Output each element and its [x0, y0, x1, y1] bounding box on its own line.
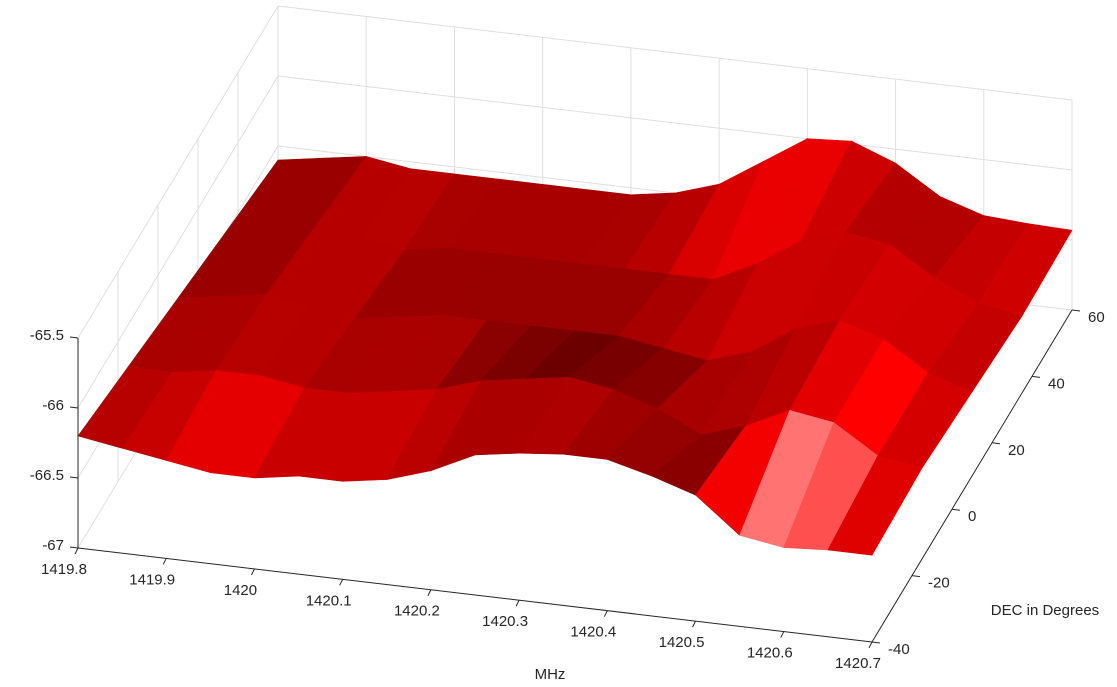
x-axis — [77, 547, 873, 643]
y-tick-label: 60 — [1088, 309, 1105, 326]
x-tick — [250, 568, 255, 576]
x-tick — [339, 579, 344, 586]
y-tick — [951, 508, 961, 511]
z-tick — [69, 546, 79, 549]
grid-line — [277, 5, 1073, 101]
x-tick-label: 1420 — [224, 582, 257, 599]
grid-line — [277, 75, 1073, 171]
y-tick — [1071, 309, 1081, 312]
x-tick — [780, 631, 785, 638]
surface — [77, 138, 1073, 556]
x-tick — [868, 641, 873, 649]
y-tick-label: 0 — [968, 508, 976, 525]
x-tick-label: 1420.1 — [306, 592, 352, 609]
x-tick — [692, 620, 697, 628]
y-tick-label: 20 — [1008, 442, 1025, 459]
y-tick-label: -20 — [928, 575, 950, 592]
grid-line — [77, 75, 279, 409]
y-tick — [1031, 375, 1041, 378]
z-tick-label: -65.5 — [30, 327, 64, 344]
grid-line — [77, 5, 279, 339]
z-tick-label: -66.5 — [30, 467, 64, 484]
y-tick-label: -40 — [888, 641, 910, 658]
z-tick-label: -67 — [42, 537, 64, 554]
z-tick — [69, 406, 79, 409]
x-tick-label: 1419.8 — [41, 561, 87, 578]
x-tick — [162, 558, 167, 565]
y-axis — [871, 309, 1073, 643]
x-tick-label: 1419.9 — [129, 571, 175, 588]
x-tick-label: 1420.6 — [747, 645, 793, 662]
y-tick — [871, 641, 881, 644]
x-tick-label: 1420.7 — [835, 655, 881, 672]
x-tick — [603, 610, 608, 617]
axes: 1419.8 1419.9 1420 1420.1 1420.2 1420.3 1420.4… — [30, 309, 1105, 672]
surface-patch — [827, 455, 923, 556]
x-tick-label: 1420.3 — [482, 613, 528, 630]
x-tick-label: 1420.5 — [659, 634, 705, 651]
z-tick-label: -66 — [42, 397, 64, 414]
y-axis-label: DEC in Degrees — [991, 602, 1099, 619]
y-tick-label: 40 — [1048, 375, 1065, 392]
x-tick-label: 1420.2 — [394, 603, 440, 620]
x-tick — [515, 599, 520, 607]
z-tick — [69, 476, 79, 479]
x-tick-label: 1420.4 — [570, 624, 616, 641]
z-tick — [69, 336, 79, 339]
x-tick — [74, 547, 79, 555]
y-tick — [991, 442, 1001, 445]
x-tick — [427, 589, 432, 597]
y-tick — [911, 575, 921, 578]
x-axis-label: MHz — [535, 666, 566, 683]
